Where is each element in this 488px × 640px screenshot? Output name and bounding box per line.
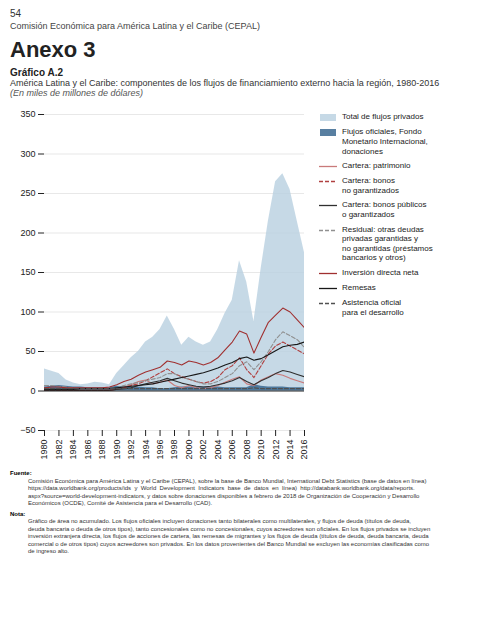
svg-text:2016: 2016 [299, 440, 309, 460]
html-text:Flujos oficiales, Fondo Moneta: Flujos oficiales, Fondo Monetario Intern… [342, 127, 428, 156]
svg-text:50: 50 [25, 347, 35, 357]
html-text:Cartera: patrimonio: Cartera: patrimonio [342, 161, 411, 171]
html-text:Fuente:: Fuente: [10, 470, 32, 477]
html-text:Cartera: bonos públicos o gara: Cartera: bonos públicos o garantizados [342, 200, 427, 219]
svg-text:350: 350 [20, 110, 35, 120]
svg-text:−50: −50 [20, 426, 35, 436]
html-text:Nota:: Nota: [10, 510, 26, 517]
html-text:https://data.worldbank.org/pro: https://data.worldbank.org/products/ids … [28, 485, 415, 492]
svg-text:300: 300 [20, 149, 35, 159]
svg-text:1994: 1994 [140, 440, 150, 460]
html-text:Comisión Económica para Améric: Comisión Económica para América Latina y… [10, 21, 260, 31]
svg-text:200: 200 [20, 228, 35, 238]
svg-text:150: 150 [20, 268, 35, 278]
svg-text:250: 250 [20, 189, 35, 199]
svg-text:1990: 1990 [112, 440, 122, 460]
html-text:Asistencia oficial para el des: Asistencia oficial para el desarrollo [342, 297, 404, 317]
html-text:inversión extranjera directa,: inversión extranjera directa, los flujos… [28, 533, 429, 540]
html-text:aspx?source=world-development-: aspx?source=world-development-indicators… [28, 492, 420, 499]
html-text:Anexo 3: Anexo 3 [10, 37, 96, 62]
svg-text:2002: 2002 [198, 440, 208, 460]
html-text:Residual: otras deudas privada: Residual: otras deudas privadas garantid… [342, 224, 433, 263]
html-text:Gráfico A.2: Gráfico A.2 [10, 67, 63, 79]
html-text:Económicos (OCDE), Comité de A: Económicos (OCDE), Comité de Asistencia … [28, 500, 213, 507]
html-text:54: 54 [10, 8, 22, 19]
svg-text:2000: 2000 [184, 440, 194, 460]
svg-text:1982: 1982 [54, 440, 64, 460]
svg-text:2006: 2006 [227, 440, 237, 460]
svg-text:1998: 1998 [169, 440, 179, 460]
html-text:Gráfico de área no acumulado.: Gráfico de área no acumulado. Los flujos… [28, 518, 411, 525]
svg-text:0: 0 [30, 386, 35, 396]
svg-text:1984: 1984 [68, 440, 78, 460]
svg-text:2004: 2004 [213, 440, 223, 460]
html-text:de ingreso alto.: de ingreso alto. [28, 548, 69, 555]
svg-text:2014: 2014 [285, 440, 295, 460]
html-text:deuda bancaria o deuda de otro: deuda bancaria o deuda de otros tipos), … [28, 525, 431, 532]
html-text:Remesas: Remesas [342, 282, 376, 292]
html-text:Comisión Económica para Améric: Comisión Económica para América Latina y… [28, 477, 427, 484]
html-text:Total de flujos privados: Total de flujos privados [342, 112, 424, 122]
svg-text:2010: 2010 [256, 440, 266, 460]
html-text:(En miles de millones de dólar: (En miles de millones de dólares) [10, 88, 144, 99]
html-text:América Latina y el Caribe: co: América Latina y el Caribe: componentes … [10, 78, 440, 89]
svg-text:1988: 1988 [97, 440, 107, 460]
html-text:comercial o de otros tipos) cu: comercial o de otros tipos) cuyos acreed… [28, 540, 430, 547]
svg-text:2012: 2012 [270, 440, 280, 460]
html-text:Cartera: bonos no garantizados: Cartera: bonos no garantizados [342, 176, 399, 195]
svg-text:1986: 1986 [83, 440, 93, 460]
svg-text:1980: 1980 [39, 440, 49, 460]
svg-text:100: 100 [20, 307, 35, 317]
svg-text:1992: 1992 [126, 440, 136, 460]
svg-text:2008: 2008 [242, 440, 252, 460]
svg-text:1996: 1996 [155, 440, 165, 460]
html-text:Inversión directa neta: Inversión directa neta [342, 267, 419, 277]
